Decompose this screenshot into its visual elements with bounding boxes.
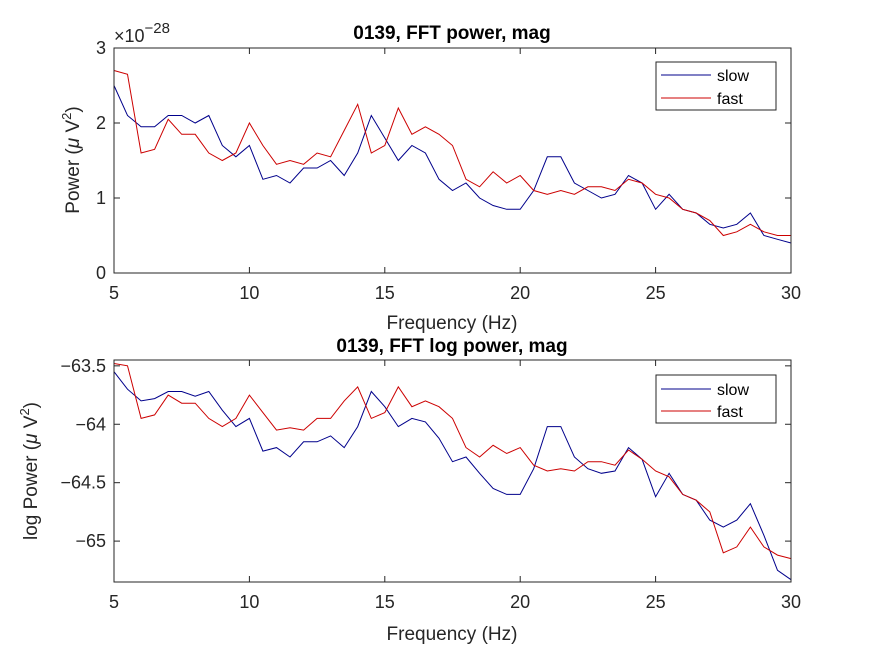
bottom-xtick-label: 20 [510,592,530,612]
top-y-label-pre: Power ( [63,148,84,214]
bottom-series-group [113,363,792,581]
bottom-legend-slow-label: slow [717,382,749,399]
bottom-xtick-label: 25 [646,592,666,612]
top-y-label-post: ) [63,106,84,112]
bottom-y-label-pre: log Power ( [21,443,42,540]
top-ytick-label: 3 [96,38,106,58]
top-ticks-group: 5 10 15 20 25 30 0 1 2 3 [96,38,801,303]
top-xtick-label: 30 [781,283,801,303]
top-xtick-label: 20 [510,283,530,303]
bottom-y-axis-label: log Power (μ V2) [17,402,42,540]
bottom-xtick-label: 15 [375,592,395,612]
bottom-y-label-sup: 2 [17,408,32,415]
bottom-legend: slow fast [655,374,777,424]
top-legend-box [655,61,777,111]
bottom-series-fast-line [113,363,792,560]
top-series-slow-line [113,85,792,244]
top-series-fast-line [113,70,791,237]
top-ytick-label: 1 [96,188,106,208]
bottom-ytick-label: −64 [75,414,106,434]
top-legend: slow fast [655,61,777,111]
top-y-label-mu: μ [63,137,84,149]
bottom-ytick-label: −65 [75,531,106,551]
top-chart-title: 0139, FFT power, mag [353,23,550,44]
bottom-chart-title: 0139, FFT log power, mag [336,336,567,357]
bottom-y-label-mu: μ [21,433,42,445]
top-xtick-label: 15 [375,283,395,303]
bottom-legend-box [655,374,777,424]
bottom-xtick-label: 30 [781,592,801,612]
top-exponent-label: ×10−28 [114,20,170,46]
bottom-ytick-label: −64.5 [60,473,106,493]
top-y-axis-label: Power (μ V2) [59,106,84,213]
bottom-ytick-label: −63.5 [60,356,106,376]
bottom-plot-frame [113,359,792,583]
top-plot-frame [113,47,792,274]
top-x-axis-label: Frequency (Hz) [387,313,518,334]
top-xtick-label: 5 [109,283,119,303]
top-xtick-label: 25 [646,283,666,303]
top-y-label-sup: 2 [59,113,74,120]
top-ytick-label: 2 [96,113,106,133]
bottom-series-slow-line [113,371,792,581]
top-exponent-power: −28 [145,20,170,37]
bottom-y-label-post: ) [21,402,42,408]
top-exponent-base: ×10 [114,26,145,46]
bottom-legend-fast-label: fast [717,404,743,421]
bottom-y-label-mid: V [21,415,42,433]
bottom-xtick-label: 5 [109,592,119,612]
top-legend-slow-label: slow [717,68,749,85]
bottom-xtick-label: 10 [239,592,259,612]
bottom-plot: 5 10 15 20 25 30 −65 −64.5 −64 −63.5 0139, FFT lo… [17,336,801,645]
top-plot: 5 10 15 20 25 30 0 1 2 3 0139, FFT power, mag ×10… [59,20,801,334]
top-y-label-mid: V [63,120,84,138]
top-ytick-label: 0 [96,263,106,283]
bottom-ticks-group: 5 10 15 20 25 30 −65 −64.5 −64 −63.5 [60,356,801,612]
bottom-x-axis-label: Frequency (Hz) [387,624,518,645]
top-legend-fast-label: fast [717,91,743,108]
top-series-group [113,70,792,244]
top-xtick-label: 10 [239,283,259,303]
